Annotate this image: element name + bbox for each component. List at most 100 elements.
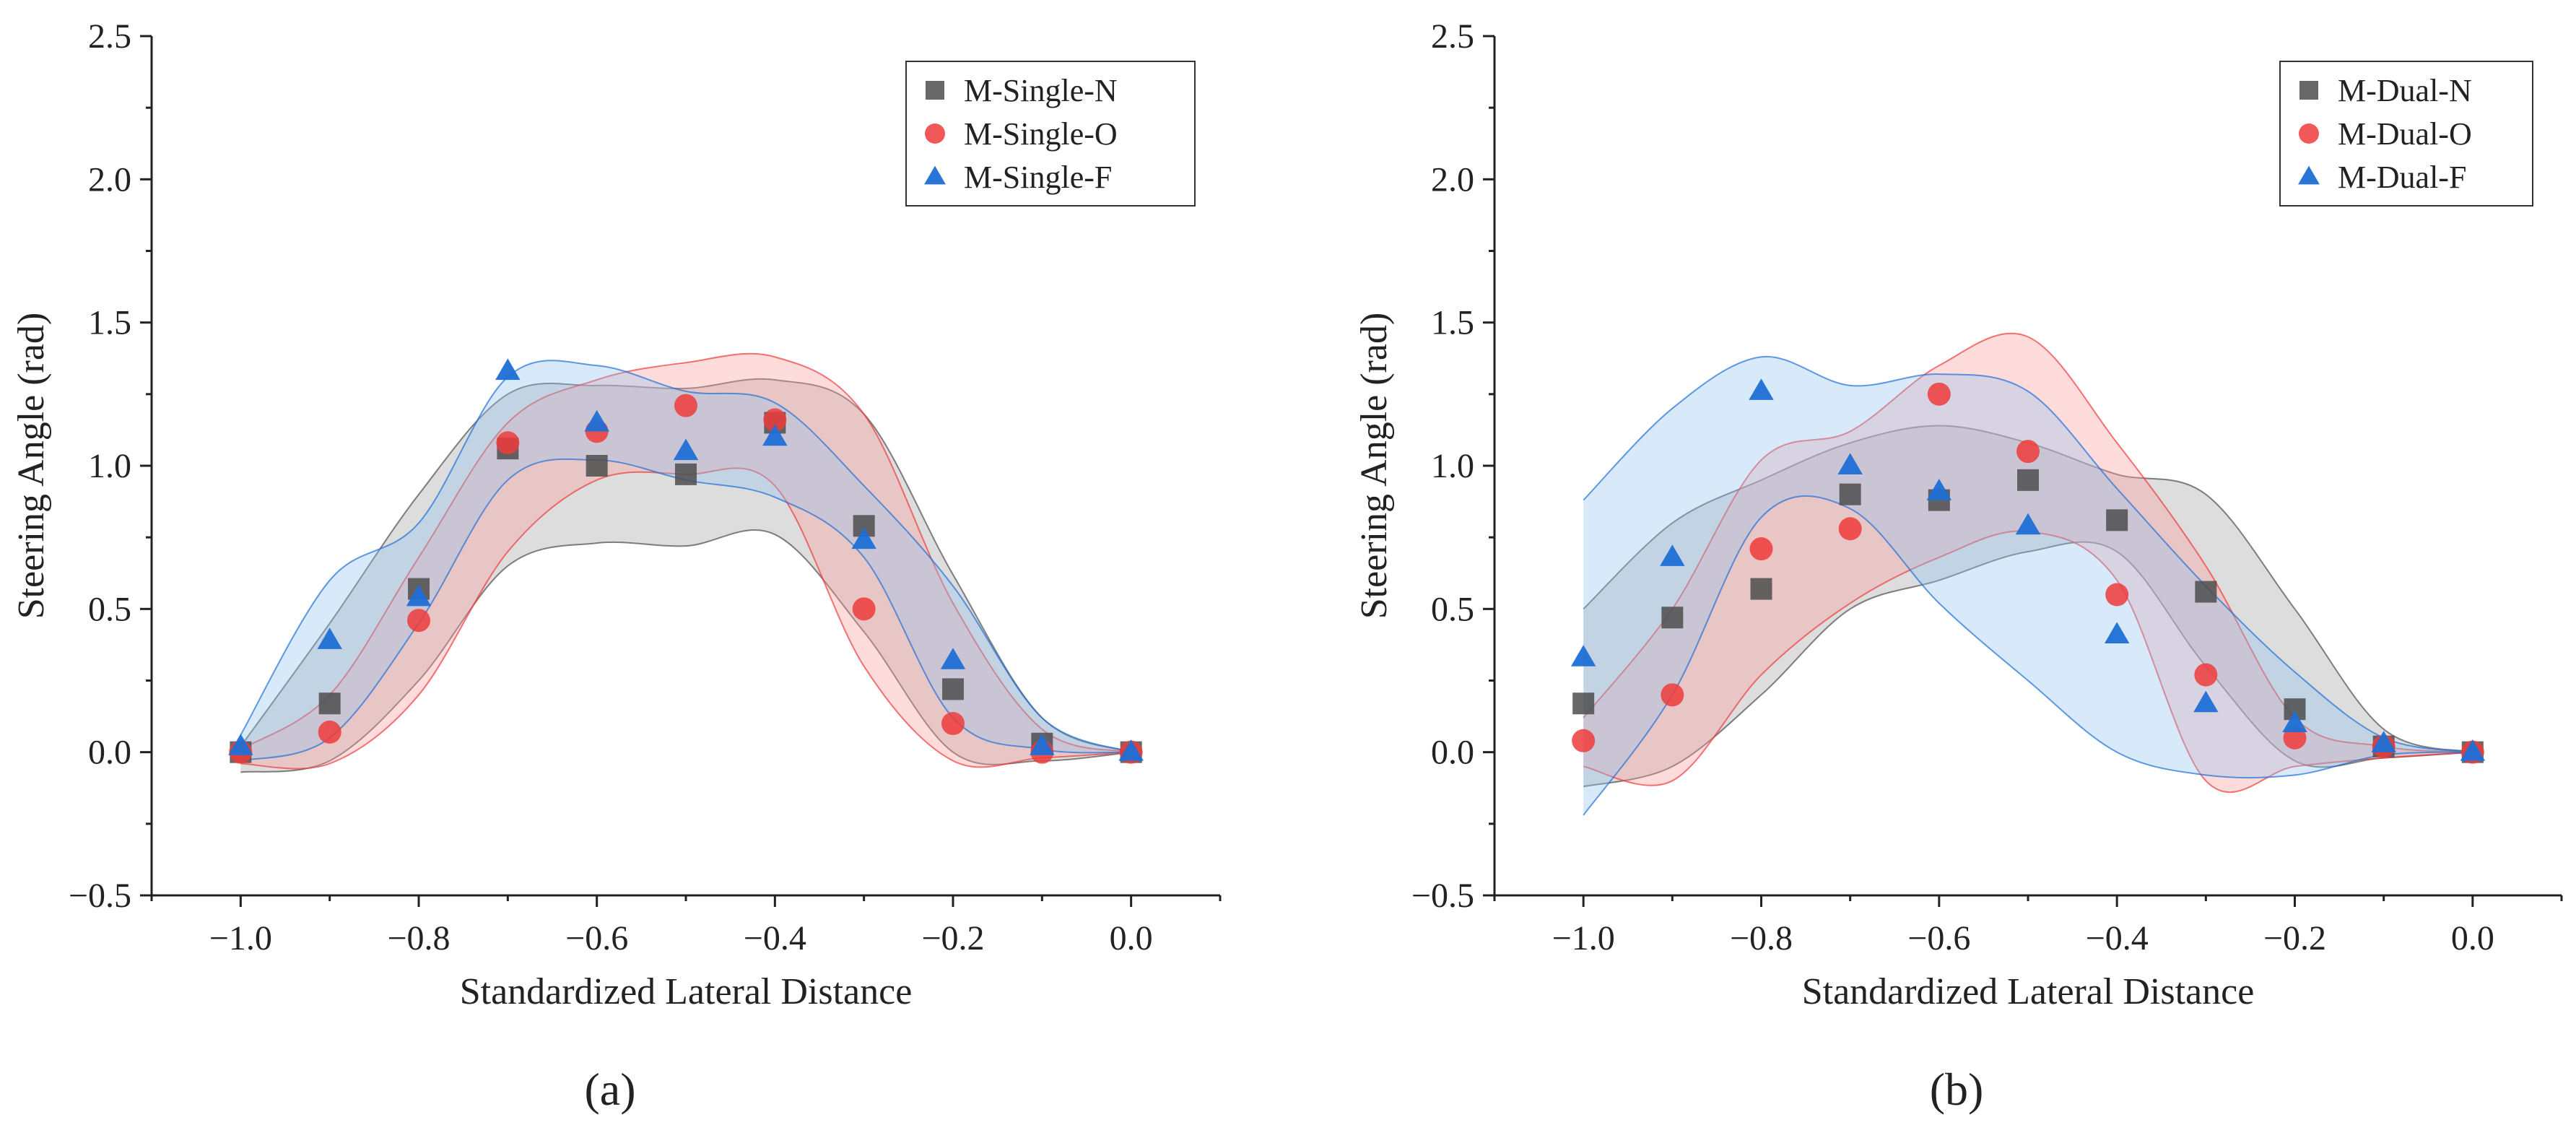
band-upper-line-M-Single-N [240, 378, 1132, 753]
point-M-Dual-F [2460, 739, 2486, 761]
point-M-Single-O [674, 394, 697, 417]
point-M-Dual-N [2195, 581, 2217, 603]
y-tick-label: −0.5 [1411, 877, 1474, 915]
y-tick-label: 2.5 [1431, 17, 1474, 56]
point-M-Dual-O [1749, 537, 1773, 561]
point-M-Single-F [406, 584, 432, 607]
legend-label-M-Single-N: M-Single-N [964, 73, 1118, 108]
point-M-Dual-O [2016, 440, 2040, 464]
point-M-Single-F [1030, 734, 1055, 755]
point-M-Dual-F [2193, 690, 2219, 713]
x-axis-title: Standardized Lateral Distance [1802, 971, 2255, 1012]
band-upper-line-M-Dual-F [1583, 355, 2473, 753]
point-M-Single-F [851, 527, 876, 550]
point-M-Dual-F [2371, 731, 2396, 752]
x-tick-label: −0.8 [1730, 919, 1793, 957]
point-M-Dual-N [1839, 483, 1861, 505]
band-lower-line-M-Dual-N [1583, 541, 2473, 788]
band-M-Dual-O [1583, 333, 2473, 793]
band-lower-line-M-Dual-F [1583, 495, 2473, 816]
y-tick-label: 1.5 [1431, 304, 1474, 342]
y-tick-label: 2.0 [1431, 160, 1474, 199]
point-M-Single-F [673, 438, 699, 461]
legend-label-M-Dual-F: M-Dual-F [2338, 160, 2466, 195]
point-M-Single-F [317, 627, 342, 649]
y-tick-label: 0.0 [1431, 734, 1474, 772]
legend-label-M-Single-O: M-Single-O [964, 116, 1118, 152]
point-M-Dual-N [1750, 578, 1772, 600]
x-tick-label: −0.2 [921, 919, 984, 957]
point-M-Single-O [407, 609, 430, 633]
legend-marker-M-Single-N [926, 81, 944, 100]
legend-label-M-Dual-O: M-Dual-O [2338, 116, 2472, 152]
y-tick-label: 1.0 [88, 447, 131, 485]
point-M-Dual-F [1660, 544, 1685, 566]
band-M-Single-O [240, 353, 1131, 769]
x-tick-label: −0.2 [2263, 919, 2326, 957]
point-M-Single-O [852, 597, 876, 621]
band-lower-line-M-Single-N [240, 529, 1131, 773]
panel-b: −0.5 0.0 0.5 1.0 1.5 2.0 2.5 −1.0 −0.8 −0.6 −0.4 −0… [1354, 17, 2563, 1115]
point-M-Dual-N [1661, 607, 1684, 629]
panel-a: −0.5 0.0 0.5 1.0 1.5 2.0 2.5 −1.0 −0.8 −0.6 −0.4 −0… [11, 17, 1222, 1115]
band-upper-line-M-Single-O [240, 352, 1131, 753]
point-M-Dual-O [1838, 517, 1862, 541]
point-M-Dual-O [2194, 663, 2218, 687]
point-M-Single-F [1118, 739, 1144, 761]
point-M-Dual-F [1837, 453, 1863, 474]
x-tick-label: −0.6 [565, 919, 628, 957]
point-M-Dual-F [1749, 378, 1774, 400]
legend-box [2279, 61, 2533, 207]
x-axis-title: Standardized Lateral Distance [460, 971, 913, 1012]
legend-marker-M-Dual-F [2298, 165, 2320, 185]
legend-box [905, 61, 1196, 207]
y-tick-label: 2.5 [88, 17, 131, 56]
legend-label-M-Single-F: M-Single-F [964, 160, 1112, 195]
point-M-Dual-O [2105, 583, 2129, 607]
x-tick-label: −1.0 [1552, 919, 1615, 957]
y-tick-label: 0.0 [88, 734, 131, 772]
point-M-Dual-N [1572, 692, 1595, 715]
x-tick-label: −0.8 [387, 919, 450, 957]
point-M-Single-F [940, 648, 966, 669]
point-M-Dual-O [1661, 683, 1684, 707]
point-M-Dual-F [1570, 645, 1596, 666]
y-tick-label: 2.0 [88, 160, 131, 199]
point-M-Single-O [318, 720, 341, 744]
legend: M-Dual-N M-Dual-O M-Dual-F [2279, 61, 2533, 207]
point-M-Single-O [496, 431, 520, 455]
legend-marker-M-Single-O [925, 123, 945, 144]
y-tick-label: 0.5 [1431, 590, 1474, 628]
point-M-Dual-F [1926, 479, 1952, 500]
x-tick-label: 0.0 [1110, 919, 1153, 957]
legend-label-M-Dual-N: M-Dual-N [2338, 73, 2472, 108]
x-tick-label: −0.4 [2086, 919, 2149, 957]
band-M-Dual-N [1583, 425, 2473, 787]
legend: M-Single-N M-Single-O M-Single-F [905, 61, 1196, 207]
point-M-Single-F [228, 734, 253, 755]
point-M-Single-N [586, 455, 608, 477]
x-tick-label: −1.0 [209, 919, 272, 957]
x-tick-label: 0.0 [2451, 919, 2494, 957]
point-M-Single-O [941, 712, 965, 735]
point-M-Single-F [495, 358, 521, 381]
legend-marker-M-Dual-O [2299, 123, 2319, 144]
y-tick-label: 1.5 [88, 304, 131, 342]
point-M-Single-N [675, 463, 697, 485]
point-M-Dual-O [1572, 729, 1596, 752]
point-M-Single-N [942, 678, 964, 700]
band-M-Single-N [240, 378, 1131, 773]
point-M-Dual-O [1927, 382, 1951, 406]
x-tick-label: −0.4 [744, 919, 806, 957]
panel-label-b: (b) [1930, 1064, 1984, 1115]
point-M-Single-N [318, 692, 341, 715]
band-M-Single-F [240, 360, 1131, 761]
point-M-Dual-N [2106, 509, 2128, 531]
panel-label-a: (a) [584, 1064, 635, 1115]
y-axis-title: Steering Angle (rad) [11, 313, 52, 620]
point-M-Dual-F [2282, 711, 2307, 732]
point-M-Single-F [762, 424, 788, 446]
band-upper-line-M-Single-F [240, 360, 1132, 753]
